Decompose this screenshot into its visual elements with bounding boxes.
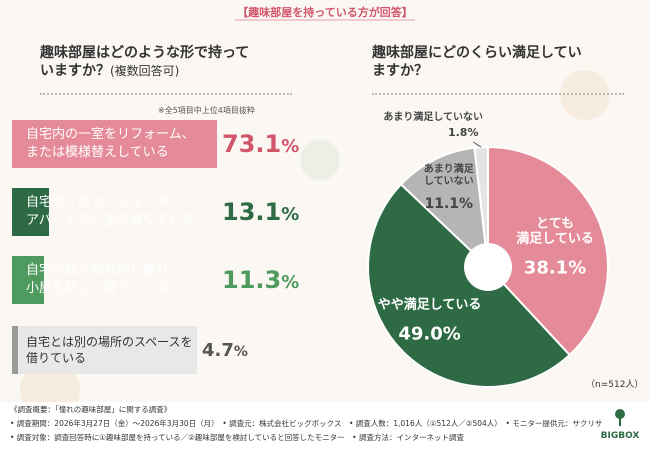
logo-text: BIGBOX xyxy=(600,431,640,441)
pie-slice xyxy=(399,146,490,270)
left-title-line1: 趣味部屋はどのような形で持って xyxy=(40,45,250,61)
pie-category-label: やや満足している xyxy=(378,296,482,312)
pie-category-label: とても xyxy=(536,217,574,232)
bar xyxy=(12,188,49,236)
background-decoration xyxy=(560,70,610,120)
left-panel-title: 趣味部屋はどのような形で持って いますか？(複数回答可) xyxy=(40,44,249,80)
left-note: ※全5項目中上位4項目抜粋 xyxy=(158,106,255,115)
bar-label-line: 自宅近くのマンションや xyxy=(26,195,170,210)
sample-size-label: （n=512人） xyxy=(586,380,644,390)
pie-value-label: 49.0% xyxy=(398,323,460,344)
bar-label: 自宅の庭や敷地内に離れ・ 小屋を新しく建てている xyxy=(26,262,182,298)
pie-center-hole xyxy=(464,243,512,291)
left-title-divider xyxy=(40,93,292,95)
footer-line3: • 調査対象：調査回答時に①趣味部屋を持っている／②趣味部屋を検討していると回答… xyxy=(10,433,464,442)
left-title-line2: いますか？ xyxy=(40,63,110,79)
page-header: 【趣味部屋を持っている方が回答】 xyxy=(0,4,650,21)
bar-label: 自宅内の一室をリフォーム、 または模様替えしている xyxy=(26,126,195,162)
survey-footer: 《調査概要：「憧れの趣味部屋」に関する調査》 • 調査期間：2026年3月27日… xyxy=(0,402,650,450)
right-panel-title: 趣味部屋にどのくらい満足してい ますか？ xyxy=(372,44,582,80)
bar xyxy=(12,326,197,374)
bar-row: 自宅内の一室をリフォーム、 または模様替えしている 73.1% xyxy=(12,120,299,168)
left-title-suffix: (複数回答可) xyxy=(110,64,180,78)
bar-value: 4.7% xyxy=(202,340,248,361)
bar-label-line: 自宅内の一室をリフォーム、 xyxy=(26,127,195,142)
pie-value-label: 11.1% xyxy=(425,196,474,212)
pie-category-label: あまり満足していない xyxy=(383,110,483,123)
pie-chart-wrap: とても 満足している 38.1% やや満足している 49.0% あまり満足 していない 11.… xyxy=(338,92,638,396)
bar-value: 11.3% xyxy=(222,266,300,294)
bar-label: 自宅近くのマンションやアパートの一室を借りている xyxy=(26,194,195,230)
pie-value-label: 1.8% xyxy=(448,126,479,139)
bar-label: 自宅とは別の場所のスペースを 借りている xyxy=(26,334,193,366)
bar-value: 73.1% xyxy=(222,130,300,158)
bar-label-line: 自宅とは別の場所のスペースを xyxy=(26,335,193,349)
bar-accent xyxy=(12,326,18,374)
bar-label-line: または模様替えしている xyxy=(26,145,169,160)
bar-value: 13.1% xyxy=(222,198,300,226)
pie-leader-line xyxy=(472,141,482,148)
pie-slice xyxy=(487,145,609,357)
pie-slice xyxy=(367,182,572,388)
right-title-line2: ますか？ xyxy=(372,63,428,79)
bar xyxy=(12,256,44,304)
background-decoration xyxy=(300,140,340,180)
bar-label-line: 小屋を新しく建てている xyxy=(26,281,170,296)
footer-line2: • 調査期間：2026年3月27日（金）～2026年3月30日（月） • 調査元… xyxy=(10,419,603,428)
pie-category-label: 満足している xyxy=(516,231,594,247)
bar-row: 自宅の庭や敷地内に離れ・ 小屋を新しく建てている 11.3% xyxy=(12,256,299,304)
right-title-line1: 趣味部屋にどのくらい満足してい xyxy=(372,45,582,61)
pie-value-label: 38.1% xyxy=(524,258,586,279)
header-title: 【趣味部屋を持っている方が回答】 xyxy=(235,6,415,21)
bar-label-line: 借りている xyxy=(26,351,87,365)
bar xyxy=(12,120,217,168)
bar-row: 自宅とは別の場所のスペースを 借りている 4.7% xyxy=(12,326,292,374)
bar-row: 自宅近くのマンションやアパートの一室を借りている 13.1% xyxy=(12,188,299,236)
pie-category-label: あまり満足 xyxy=(424,162,475,175)
pie-category-label: していない xyxy=(424,175,474,187)
footer-line1: 《調査概要：「憧れの趣味部屋」に関する調査》 xyxy=(10,405,172,414)
tree-icon xyxy=(615,409,625,426)
bigbox-logo: BIGBOX xyxy=(600,408,640,441)
bar-label-line: 自宅の庭や敷地内に離れ・ xyxy=(26,263,183,278)
bar-label-line: アパートの一室を借りている xyxy=(26,213,195,228)
right-title-divider xyxy=(372,93,624,95)
